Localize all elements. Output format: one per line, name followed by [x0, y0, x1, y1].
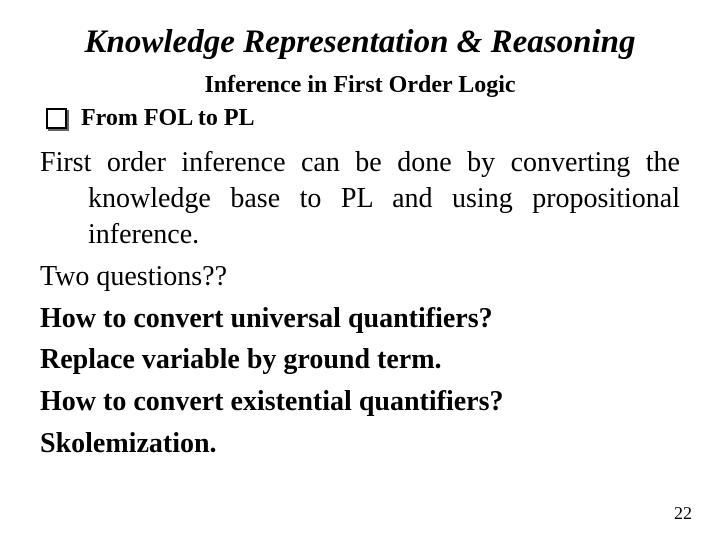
body-text: First order inference can be done by con…	[40, 145, 680, 462]
paragraph-q2: How to convert existential quantifiers?	[40, 384, 680, 420]
slide-subtitle: Inference in First Order Logic	[40, 72, 680, 99]
bullet-item: From FOL to PL	[46, 105, 680, 131]
paragraph-questions: Two questions??	[40, 259, 680, 295]
paragraph-a2: Skolemization.	[40, 426, 680, 462]
page-number: 22	[674, 503, 692, 524]
paragraph-intro: First order inference can be done by con…	[40, 145, 680, 252]
square-bullet-icon	[46, 108, 67, 129]
slide-title: Knowledge Representation & Reasoning	[40, 24, 680, 62]
paragraph-q1: How to convert universal quantifiers?	[40, 301, 680, 337]
slide: Knowledge Representation & Reasoning Inf…	[0, 0, 720, 540]
paragraph-a1: Replace variable by ground term.	[40, 342, 680, 378]
bullet-label: From FOL to PL	[81, 105, 255, 131]
